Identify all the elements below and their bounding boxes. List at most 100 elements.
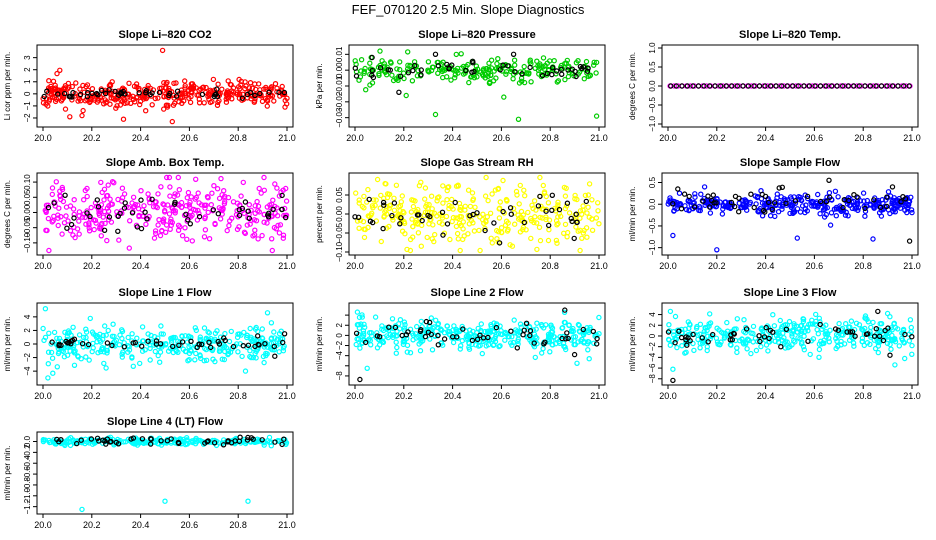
data-point xyxy=(907,317,914,323)
data-point xyxy=(562,205,569,212)
data-point xyxy=(201,100,207,106)
data-point xyxy=(252,227,258,233)
data-point xyxy=(193,327,199,334)
data-point xyxy=(499,229,505,236)
data-point xyxy=(176,186,182,193)
data-point xyxy=(904,209,910,216)
data-point xyxy=(256,185,262,192)
data-point xyxy=(878,213,885,219)
data-point xyxy=(485,197,491,204)
data-point xyxy=(779,206,785,212)
data-point xyxy=(229,96,235,102)
data-point xyxy=(542,339,548,345)
data-point xyxy=(378,192,384,199)
data-point xyxy=(55,222,61,229)
data-point xyxy=(763,324,769,331)
data-point xyxy=(494,235,500,242)
data-point xyxy=(136,90,142,96)
data-point xyxy=(182,83,188,89)
data-point xyxy=(186,350,193,357)
data-point xyxy=(477,342,483,349)
data-point xyxy=(494,227,500,234)
data-point xyxy=(381,202,387,208)
data-point xyxy=(147,91,153,98)
data-point xyxy=(410,234,416,240)
data-point xyxy=(571,341,577,348)
data-point xyxy=(362,65,368,72)
y-tick-label: 0.01 xyxy=(335,46,344,62)
data-point xyxy=(489,191,495,197)
data-point xyxy=(766,335,772,342)
data-point xyxy=(357,345,363,351)
data-point xyxy=(425,59,432,65)
data-point xyxy=(873,83,879,89)
data-point xyxy=(593,70,599,76)
data-point xyxy=(59,184,66,191)
y-tick-label: −6 xyxy=(648,363,657,373)
data-point xyxy=(283,440,290,446)
y-tick-label: −0.10 xyxy=(335,241,344,262)
data-point xyxy=(546,226,552,233)
data-point xyxy=(63,213,69,219)
data-point xyxy=(687,198,693,204)
data-point xyxy=(550,342,556,348)
data-point xyxy=(45,349,52,355)
data-point xyxy=(255,203,262,209)
data-point xyxy=(734,349,740,356)
x-tick-label: 20.0 xyxy=(659,133,677,143)
data-point xyxy=(563,346,569,353)
data-point xyxy=(397,59,403,65)
data-point xyxy=(381,61,387,67)
data-point xyxy=(767,83,774,89)
data-point xyxy=(500,62,506,68)
data-point xyxy=(167,218,174,225)
data-point xyxy=(834,338,840,344)
data-point xyxy=(169,343,176,350)
y-tick-label: −0.10 xyxy=(23,232,32,253)
data-point xyxy=(372,202,378,209)
data-point xyxy=(766,199,772,206)
data-point xyxy=(470,197,476,203)
data-point xyxy=(125,436,132,442)
data-point xyxy=(668,83,674,89)
data-point xyxy=(192,176,199,182)
data-point xyxy=(545,237,552,244)
data-point xyxy=(122,200,128,206)
x-tick-label: 20.4 xyxy=(132,520,150,530)
data-point xyxy=(807,321,814,327)
data-point xyxy=(458,343,464,349)
data-point xyxy=(444,74,450,80)
data-point xyxy=(268,320,275,326)
data-point xyxy=(120,116,127,122)
data-point xyxy=(516,201,522,207)
data-point xyxy=(424,234,430,241)
y-tick-label: −1.0 xyxy=(648,116,657,132)
series-selected xyxy=(54,434,287,448)
data-point xyxy=(480,211,486,217)
data-point xyxy=(280,345,287,351)
data-point xyxy=(909,334,915,340)
data-point xyxy=(57,193,64,200)
data-point xyxy=(683,206,690,213)
data-point xyxy=(92,217,99,224)
data-point xyxy=(151,235,158,241)
data-point xyxy=(118,327,125,333)
data-point xyxy=(690,331,696,338)
data-point xyxy=(356,77,362,83)
data-point xyxy=(550,64,556,71)
data-point xyxy=(476,227,482,234)
data-point xyxy=(901,340,908,346)
data-point xyxy=(222,337,228,344)
y-tick-label: 2 xyxy=(648,322,657,327)
data-point xyxy=(521,187,527,193)
data-point xyxy=(833,345,839,352)
data-point xyxy=(701,329,707,335)
data-point xyxy=(147,441,154,447)
data-point xyxy=(827,327,833,333)
data-point xyxy=(261,219,267,225)
data-point xyxy=(500,177,506,184)
plot-frame xyxy=(348,44,606,128)
data-point xyxy=(736,208,742,215)
data-point xyxy=(174,192,181,198)
